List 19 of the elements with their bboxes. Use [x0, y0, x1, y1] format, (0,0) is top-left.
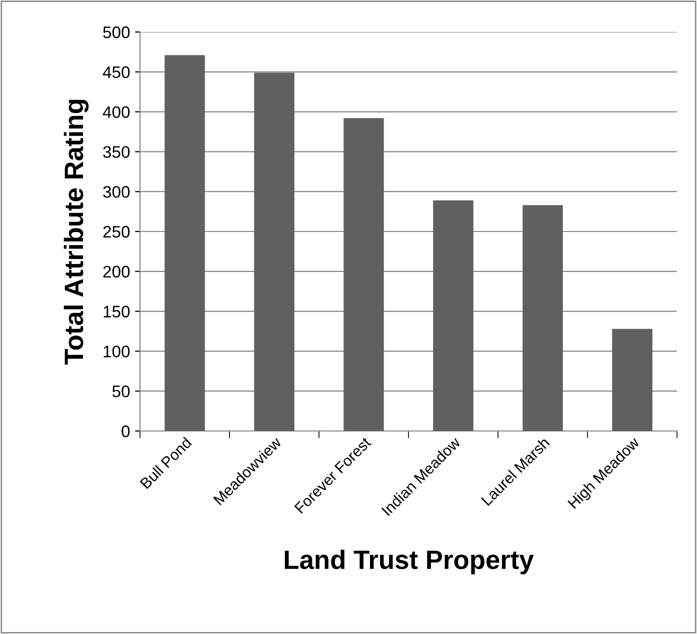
bar	[254, 72, 294, 431]
bar	[612, 328, 652, 431]
x-axis-title: Land Trust Property	[284, 550, 534, 574]
y-tick-label: 0	[122, 425, 130, 438]
y-axis-title: Total Attribute Rating	[64, 100, 89, 365]
bar	[522, 205, 563, 431]
y-tick-label: 150	[104, 306, 130, 318]
y-tick-label: 250	[103, 226, 130, 238]
y-tick-label: 300	[103, 186, 130, 198]
bar	[344, 118, 384, 431]
bar	[433, 200, 474, 431]
y-tick-label: 450	[102, 66, 130, 78]
y-tick-label: 200	[103, 266, 130, 278]
y-tick-label: 350	[103, 146, 130, 158]
y-tick-label: 500	[103, 26, 130, 38]
y-tick-label: 50	[112, 386, 130, 398]
y-tick-label: 400	[102, 106, 130, 118]
bar	[164, 55, 205, 431]
y-tick-label: 100	[104, 346, 130, 358]
